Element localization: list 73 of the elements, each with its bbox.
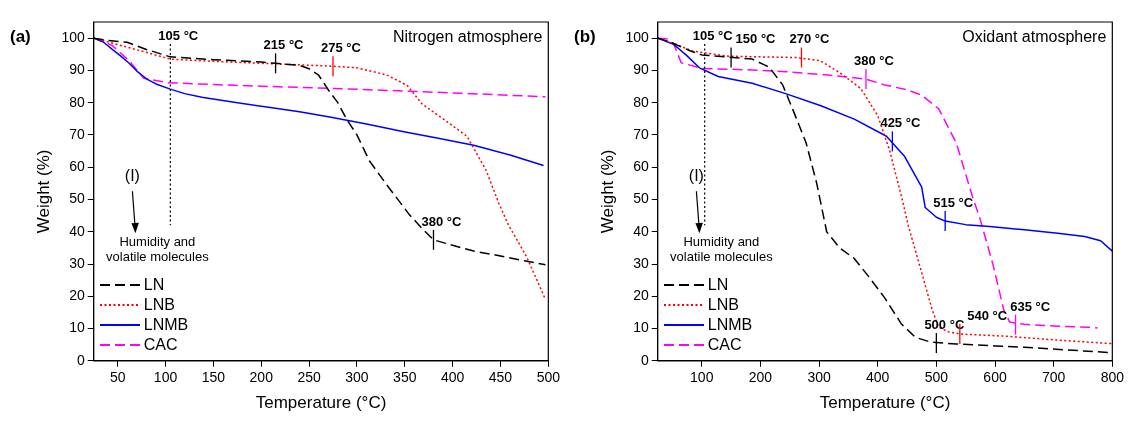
legend-label: LNB [143,295,175,314]
y-tick-label: 100 [625,28,649,45]
legend-label: LNB [707,295,739,314]
chart-title: (a) [10,27,31,46]
annotation: Humidity and volatile molecules [106,233,210,264]
y-tick-label: 90 [633,61,649,78]
y-tick-label: 60 [633,158,649,175]
y-tick-label: 80 [633,93,649,110]
annotation: (I) [688,167,704,185]
y-tick-label: 30 [69,254,85,271]
annotation: 635 °C [1010,298,1051,314]
annotation: 500 °C [924,317,965,333]
x-tick-label: 800 [1100,369,1125,386]
x-tick-label: 600 [983,369,1007,386]
y-tick-label: 60 [69,158,85,175]
x-tick-label: 300 [345,369,369,386]
x-tick-label: 400 [440,369,465,386]
annotation: 515 °C [933,195,974,211]
annotation: 380 °C [421,213,463,229]
x-axis-title: Temperature (°C) [819,393,951,413]
x-tick-label: 150 [201,369,226,386]
y-tick-label: 90 [69,61,85,78]
y-axis-title: Weight (%) [597,149,617,234]
y-tick-label: 50 [633,190,649,207]
x-tick-label: 300 [807,369,831,386]
ref-line-label: 105 °C [158,28,199,43]
x-tick-label: 450 [488,369,513,386]
legend-label: LN [143,275,165,294]
x-tick-label: 700 [1041,369,1066,386]
y-tick-label: 10 [633,319,649,336]
y-tick-label: 10 [69,319,85,336]
x-tick-label: 100 [690,369,714,386]
y-tick-label: 50 [69,190,85,207]
y-tick-label: 100 [61,28,85,45]
legend-label: LNMB [707,315,753,334]
legend-label: LNMB [143,315,189,334]
annotation: Nitrogen atmosphere [392,28,543,45]
annotation: 215 °C [263,37,305,53]
y-tick-label: 30 [633,254,649,271]
annotation: Humidity and volatile molecules [670,233,774,264]
y-tick-label: 70 [633,125,649,142]
x-axis-title: Temperature (°C) [255,393,387,413]
x-tick-label: 400 [866,369,890,386]
y-tick-label: 80 [69,93,85,110]
legend-label: LN [707,275,729,294]
chart-title: (b) [574,27,596,46]
annotation: 425 °C [880,115,921,131]
legend-label: CAC [143,335,178,354]
y-tick-label: 20 [69,287,85,304]
annotation: 380 °C [854,53,895,69]
x-tick-label: 500 [536,369,561,386]
x-tick-label: 100 [153,369,178,386]
annotation: Oxidant atmosphere [962,28,1107,45]
legend-label: CAC [707,335,742,354]
y-tick-label: 40 [633,222,649,239]
x-tick-label: 500 [924,369,949,386]
x-tick-label: 250 [297,369,321,386]
x-tick-label: 200 [748,369,773,386]
annotation: (I) [124,167,140,185]
annotation: 270 °C [789,31,830,47]
ref-line-label: 105 °C [692,28,734,43]
y-tick-label: 0 [640,351,649,368]
y-tick-label: 40 [69,222,85,239]
annotation: 275 °C [321,40,362,56]
y-axis-title: Weight (%) [33,149,53,234]
x-tick-label: 350 [393,369,417,386]
x-tick-label: 200 [249,369,274,386]
y-tick-label: 20 [633,287,649,304]
y-tick-label: 70 [69,125,85,142]
y-tick-label: 0 [76,351,85,368]
annotation: 540 °C [967,308,1008,324]
x-tick-label: 50 [109,369,126,386]
annotation: 150 °C [735,31,777,47]
